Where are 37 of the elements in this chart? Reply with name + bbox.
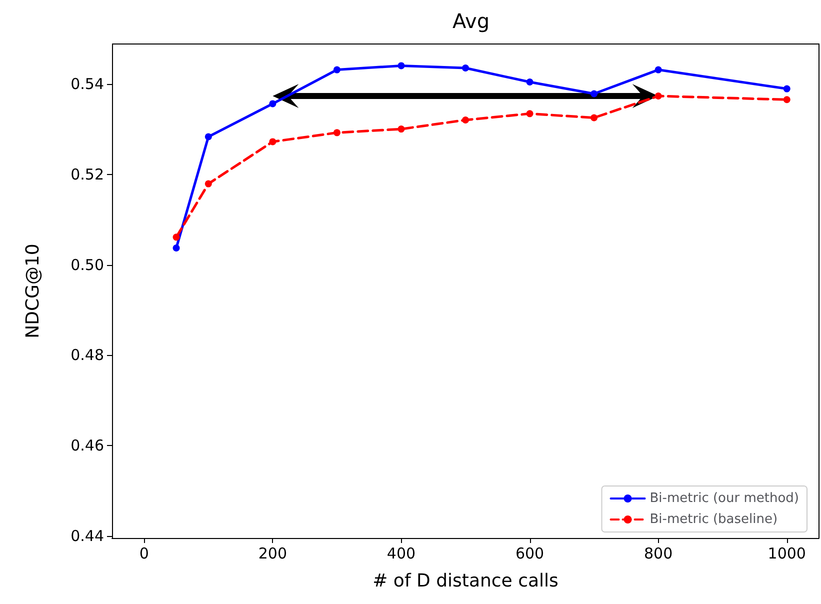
point [526, 110, 534, 118]
point [462, 64, 469, 72]
point [590, 114, 598, 122]
y-tick-label: 0.50 [70, 256, 104, 274]
legend-label: Bi-metric (baseline) [650, 512, 778, 527]
y-axis-title: NDCG@10 [22, 244, 44, 338]
point [204, 180, 212, 188]
point [783, 85, 790, 92]
point [526, 78, 534, 86]
point [333, 66, 340, 74]
y-tick-label: 0.48 [70, 346, 104, 364]
y-tick-label: 0.52 [70, 165, 104, 184]
point [269, 138, 276, 146]
point [590, 90, 598, 98]
y-tick-label: 0.44 [70, 527, 104, 546]
y-tick-label: 0.54 [70, 74, 104, 93]
x-tick-label: 800 [644, 544, 673, 562]
point [654, 92, 662, 100]
point [654, 66, 662, 74]
point [783, 96, 790, 104]
point [398, 126, 405, 133]
point [172, 234, 180, 241]
point [398, 62, 405, 70]
x-tick-label: 0 [139, 544, 149, 562]
x-tick-label: 400 [386, 544, 416, 562]
legend-label: Bi-metric (our method) [650, 491, 799, 506]
point [269, 100, 276, 108]
chart-title: Avg [452, 9, 490, 33]
x-axis-title: # of D distance calls [372, 570, 558, 592]
point [333, 129, 340, 136]
y-tick-label: 0.46 [70, 436, 104, 455]
point [462, 116, 469, 124]
x-tick-label: 1000 [768, 544, 806, 562]
x-tick-label: 600 [515, 544, 544, 562]
point [172, 244, 180, 252]
x-tick-label: 200 [258, 544, 287, 562]
point [204, 133, 212, 140]
